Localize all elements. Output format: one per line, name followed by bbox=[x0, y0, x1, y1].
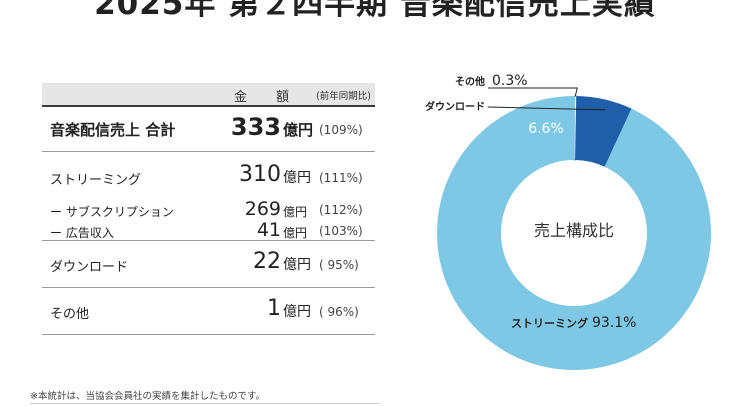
row-unit: 億円 bbox=[283, 257, 311, 273]
page-title: 2025年 第２四半期 音楽配信売上実績 bbox=[94, 0, 656, 22]
donut-slices bbox=[437, 95, 711, 370]
row-amount: 22 bbox=[253, 249, 281, 274]
row-yoy: (112%) bbox=[319, 203, 363, 217]
table-row-streaming: ストリーミング 310 億円 (111%) ー サブスクリプション 269 億円… bbox=[42, 152, 375, 241]
donut-slice-streaming bbox=[437, 96, 711, 370]
row-label: 音楽配信売上 合計 bbox=[50, 121, 176, 139]
row-unit: 億円 bbox=[283, 121, 314, 139]
row-label: ダウンロード bbox=[50, 260, 129, 275]
row-label: その他 bbox=[50, 307, 90, 322]
slice-value-download: 6.6% bbox=[528, 121, 564, 137]
row-amount: 41 bbox=[256, 219, 281, 241]
row-unit: 億円 bbox=[283, 205, 308, 219]
leader-line-other bbox=[488, 87, 578, 97]
donut-center-label: 売上構成比 bbox=[534, 221, 614, 240]
row-label: ー 広告収入 bbox=[50, 226, 114, 240]
row-amount: 333 bbox=[230, 113, 281, 141]
table-row-download: ダウンロード 22 億円 ( 95%) bbox=[42, 241, 375, 288]
slice-value-other: 0.3% bbox=[492, 73, 528, 89]
slice-label-other: その他 bbox=[455, 75, 485, 88]
footnote: ※本統計は、当協会会員社の実績を集計したものです。 bbox=[30, 391, 266, 402]
sales-table: 金 額 (前年同期比) 音楽配信売上 合計 333 億円 (109%) ストリー… bbox=[42, 83, 375, 335]
row-yoy: (103%) bbox=[319, 224, 363, 238]
slice-value-streaming: 93.1% bbox=[592, 315, 636, 331]
row-unit: 億円 bbox=[283, 226, 308, 240]
row-amount: 310 bbox=[239, 162, 281, 187]
donut-leader-lines bbox=[487, 87, 606, 111]
header-yoy: (前年同期比) bbox=[316, 91, 371, 102]
table-row-total: 音楽配信売上 合計 333 億円 (109%) bbox=[42, 107, 375, 152]
row-yoy: ( 95%) bbox=[319, 258, 359, 272]
donut-slice-download bbox=[575, 96, 632, 167]
slice-label-streaming: ストリーミング bbox=[511, 316, 588, 330]
footnote-divider bbox=[30, 403, 380, 404]
table-subrow-ad-revenue: ー 広告収入 41 億円 (103%) bbox=[42, 219, 375, 243]
row-yoy: (111%) bbox=[319, 171, 363, 185]
row-unit: 億円 bbox=[283, 304, 311, 320]
table-subrow-subscription: ー サブスクリプション 269 億円 (112%) bbox=[42, 198, 375, 222]
row-yoy: (109%) bbox=[319, 123, 363, 137]
slice-label-download: ダウンロード bbox=[425, 100, 485, 113]
row-unit: 億円 bbox=[283, 170, 311, 186]
leader-line-download bbox=[487, 106, 606, 111]
row-amount: 269 bbox=[244, 198, 281, 220]
row-label: ー サブスクリプション bbox=[50, 205, 174, 219]
row-yoy: ( 96%) bbox=[319, 305, 359, 319]
row-label: ストリーミング bbox=[50, 173, 142, 188]
row-amount: 1 bbox=[267, 296, 281, 321]
donut-slice-other bbox=[573, 95, 577, 161]
header-amount: 金 額 bbox=[234, 90, 298, 105]
table-header: 金 額 (前年同期比) bbox=[42, 83, 375, 107]
table-row-other: その他 1 億円 ( 96%) bbox=[42, 288, 375, 335]
donut-chart: 売上構成比 ストリーミング 93.1% 6.6% ダウンロード その他 0.3% bbox=[425, 73, 711, 370]
